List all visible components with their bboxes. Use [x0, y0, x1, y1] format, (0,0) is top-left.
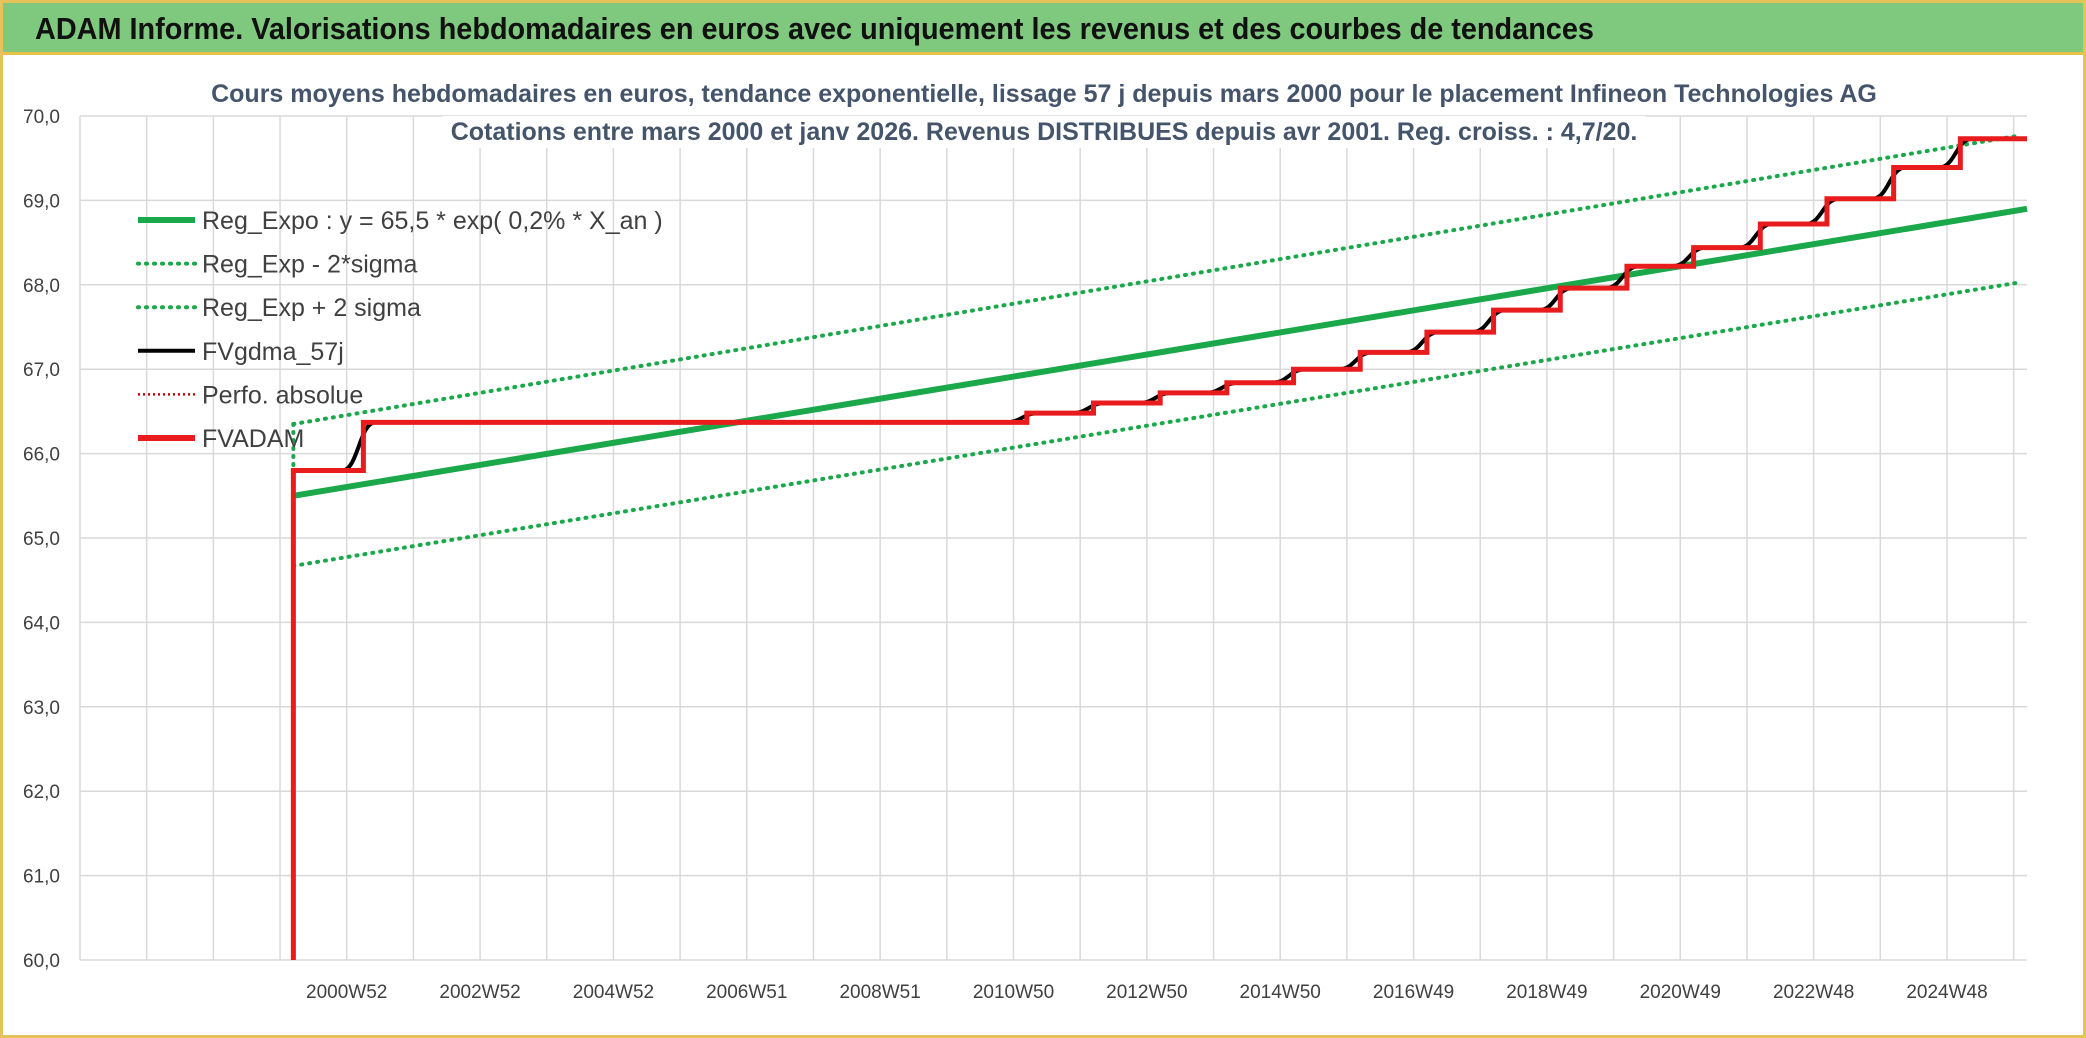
report-title: ADAM Informe. Valorisations hebdomadaire…	[35, 11, 1594, 46]
report-banner: ADAM Informe. Valorisations hebdomadaire…	[3, 3, 2083, 55]
y-tick-label: 63,0	[23, 698, 60, 719]
y-tick-label: 62,0	[23, 782, 60, 803]
x-tick-label: 2010W50	[973, 982, 1054, 1003]
axes: 60,0 61,0 62,0 63,0 64,0 65,0 66,0 67,0 68,0 69,0…	[23, 107, 1988, 1003]
legend-label-reg_minus: Reg_Exp - 2*sigma	[202, 251, 417, 279]
legend-label-fvgdma: FVgdma_57j	[202, 338, 344, 366]
series	[290, 133, 2028, 960]
x-tick-label: 2006W51	[706, 982, 787, 1003]
chart-title-backing	[442, 116, 1646, 148]
legend-label-reg_plus: Reg_Exp + 2 sigma	[202, 294, 421, 322]
x-tick-label: 2022W48	[1773, 982, 1854, 1003]
chart-title-line: Cours moyens hebdomadaires en euros, ten…	[211, 80, 1877, 108]
y-tick-label: 66,0	[23, 445, 60, 466]
y-tick-label: 69,0	[23, 191, 60, 212]
x-tick-label: 2014W50	[1240, 982, 1321, 1003]
chart-title-backing	[203, 78, 1885, 110]
grid	[79, 115, 2027, 961]
x-tick-label: 2012W50	[1106, 982, 1187, 1003]
x-tick-label: 2018W49	[1506, 982, 1587, 1003]
x-tick-label: 2004W52	[573, 982, 654, 1003]
x-tick-label: 2002W52	[439, 982, 520, 1003]
legend: Reg_Expo : y = 65,5 * exp( 0,2% * X_an )…	[136, 207, 663, 453]
series-reg-minus-2sigma	[291, 280, 2023, 568]
y-tick-label: 60,0	[23, 951, 60, 972]
y-tick-label: 68,0	[23, 276, 60, 297]
y-tick-label: 70,0	[23, 107, 60, 128]
legend-label-reg: Reg_Expo : y = 65,5 * exp( 0,2% * X_an )	[202, 207, 663, 235]
x-tick-label: 2020W49	[1640, 982, 1721, 1003]
y-tick-label: 67,0	[23, 360, 60, 381]
series-reg-expo	[292, 205, 2028, 499]
series-fvadam	[290, 136, 2027, 960]
chart-title-line: Cotations entre mars 2000 et janv 2026. …	[451, 118, 1638, 146]
series-reg-plus-2sigma	[291, 133, 2023, 427]
x-tick-label: 2024W48	[1906, 982, 1987, 1003]
chart-title: Cours moyens hebdomadaires en euros, ten…	[203, 78, 1885, 148]
y-tick-label: 65,0	[23, 529, 60, 550]
x-tick-label: 2000W52	[306, 982, 387, 1003]
x-tick-label: 2008W51	[839, 982, 920, 1003]
x-tick-label: 2016W49	[1373, 982, 1454, 1003]
y-tick-label: 64,0	[23, 613, 60, 634]
legend-label-fvadam: FVADAM	[202, 425, 304, 453]
legend-label-perfo: Perfo. absolue	[202, 381, 363, 409]
y-tick-label: 61,0	[23, 867, 60, 888]
